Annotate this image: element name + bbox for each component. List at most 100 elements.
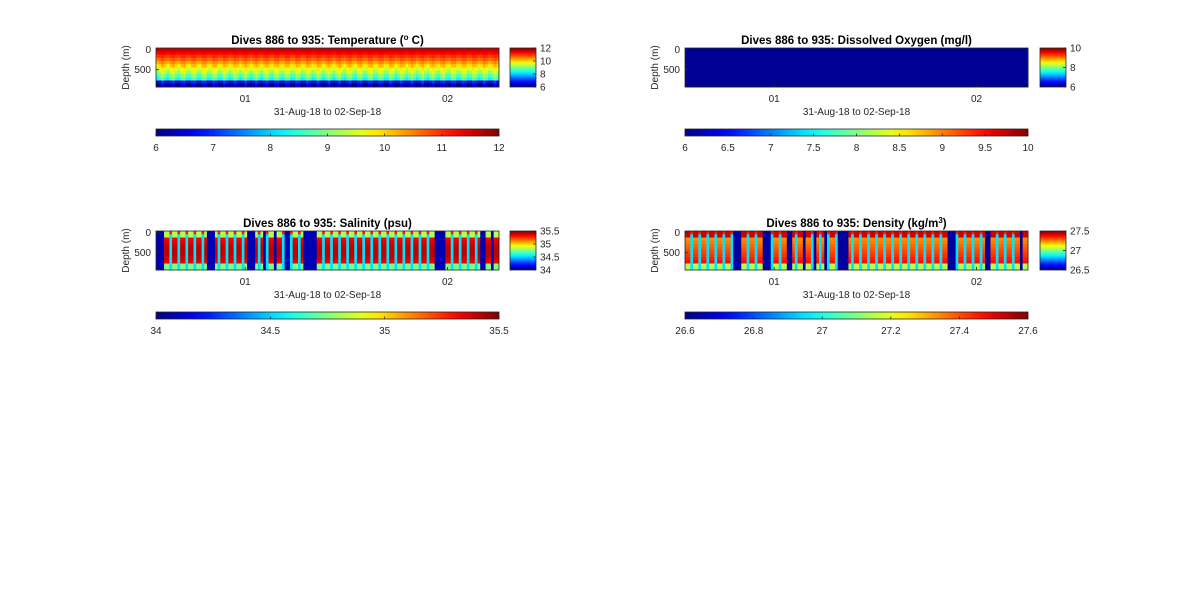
heatmap-cell [281, 67, 286, 72]
heatmap-cell [961, 61, 965, 65]
heatmap-cell [934, 83, 938, 88]
heatmap-cell [813, 77, 817, 81]
heatmap-cell [373, 57, 377, 62]
colorbar-tick-label: 8 [1070, 63, 1076, 74]
heatmap-cell [776, 67, 780, 72]
heatmap-cell [174, 48, 178, 52]
heatmap-cell [950, 83, 954, 88]
heatmap-cell [738, 266, 742, 271]
heatmap-cell [698, 64, 702, 68]
heatmap-cell [711, 67, 715, 72]
heatmap-cell [760, 77, 764, 81]
heatmap-cell [717, 237, 721, 242]
heatmap-cell [784, 80, 788, 85]
heatmap-cell [875, 57, 879, 62]
heatmap-cell [1014, 57, 1018, 62]
heatmap-cell [220, 231, 224, 235]
heatmap-cell [330, 61, 334, 65]
heatmap-cell [685, 83, 689, 88]
heatmap-cell [314, 263, 318, 268]
heatmap-cell [407, 57, 411, 62]
heatmap-cell [934, 54, 938, 59]
heatmap-cell [773, 57, 777, 62]
heatmap-cell [263, 234, 267, 238]
heatmap-cell [482, 253, 486, 258]
heatmap-cell [180, 253, 184, 258]
heatmap-cell [182, 244, 186, 248]
heatmap-cell [966, 83, 970, 88]
heatmap-cell [687, 260, 691, 264]
heatmap-cell [327, 54, 331, 59]
heatmap-cell [490, 266, 495, 271]
heatmap-cell [464, 57, 468, 62]
heatmap-cell [450, 237, 454, 242]
heatmap-cell [685, 257, 689, 261]
heatmap-cell [453, 247, 457, 251]
heatmap-cell [172, 64, 176, 68]
heatmap-cell [373, 61, 377, 65]
heatmap-cell [963, 74, 967, 78]
heatmap-cell [410, 64, 414, 68]
heatmap-cell [399, 266, 403, 271]
heatmap-cell [778, 80, 782, 85]
heatmap-cell [292, 61, 296, 65]
heatmap-cell [714, 263, 718, 268]
heatmap-cell [204, 80, 208, 85]
heatmap-cell [276, 260, 280, 264]
heatmap-cell [453, 231, 457, 235]
heatmap-cell [276, 54, 280, 59]
heatmap-cell [974, 83, 978, 88]
heatmap-cell [174, 54, 178, 59]
heatmap-cell [458, 237, 462, 242]
heatmap-cell [695, 83, 699, 88]
heatmap-cell [493, 240, 497, 245]
heatmap-cell [477, 61, 481, 65]
heatmap-cell [926, 80, 930, 85]
heatmap-cell [765, 70, 769, 75]
heatmap-cell [217, 83, 221, 88]
heatmap-cell [709, 48, 713, 52]
heatmap-cell [239, 263, 243, 268]
heatmap-cell [359, 263, 363, 268]
heatmap-cell [722, 257, 726, 261]
heatmap-cell [239, 48, 243, 52]
heatmap-cell [891, 70, 895, 75]
heatmap-cell [693, 231, 697, 235]
heatmap-cell [180, 74, 184, 78]
heatmap-cell [722, 70, 726, 75]
heatmap-cell [397, 51, 401, 55]
heatmap-cell [252, 247, 256, 251]
heatmap-cell [316, 240, 320, 245]
heatmap-cell [942, 64, 946, 68]
heatmap-cell [485, 231, 489, 235]
heatmap-cell [751, 70, 756, 75]
heatmap-cell [977, 70, 981, 75]
heatmap-cell [490, 80, 495, 85]
heatmap-cell [204, 74, 208, 78]
heatmap-cell [330, 80, 334, 85]
heatmap-cell [185, 51, 189, 55]
heatmap-cell [394, 240, 398, 245]
heatmap-cell [351, 234, 355, 238]
heatmap-cell [177, 70, 181, 75]
heatmap-cell [939, 77, 943, 81]
heatmap-cell [255, 260, 259, 264]
heatmap-cell [303, 253, 307, 258]
heatmap-cell [217, 237, 221, 242]
heatmap-cell [461, 80, 465, 85]
heatmap-cell [413, 54, 417, 59]
heatmap-cell [249, 74, 253, 78]
heatmap-cell [939, 70, 943, 75]
heatmap-cell [271, 240, 275, 245]
heatmap-cell [722, 231, 726, 235]
heatmap-cell [255, 253, 259, 258]
heatmap-cell [952, 64, 957, 68]
heatmap-cell [829, 64, 833, 68]
heatmap-cell [287, 257, 291, 261]
heatmap-cell [685, 240, 689, 245]
heatmap-cell [365, 77, 369, 81]
heatmap-cell [166, 263, 170, 268]
heatmap-cell [687, 253, 691, 258]
heatmap-cell [204, 257, 208, 261]
heatmap-cell [711, 263, 715, 268]
